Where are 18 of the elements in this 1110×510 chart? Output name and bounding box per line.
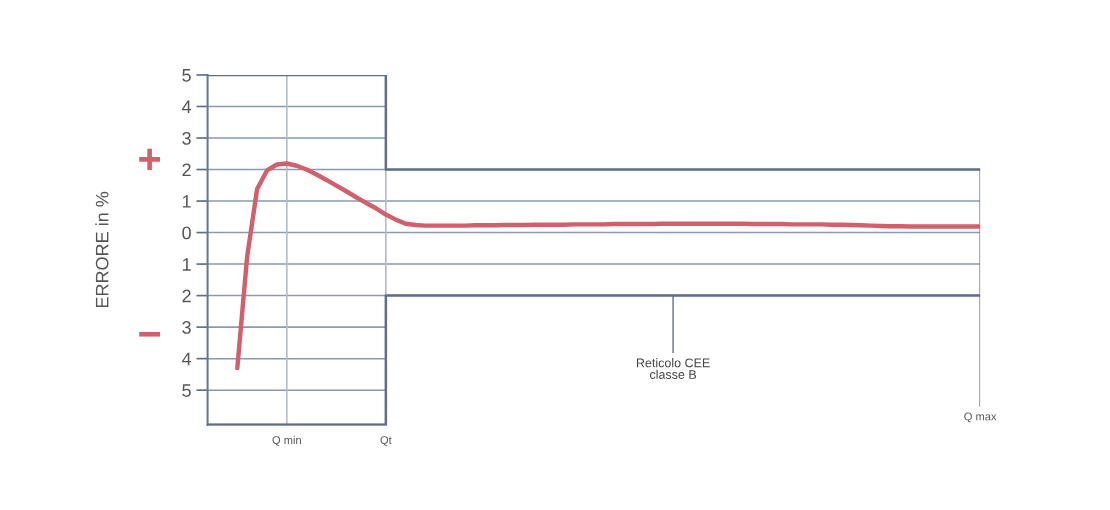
y-tick-label: 3 [182,131,191,145]
y-tick-label: 1 [182,195,191,208]
y-tick-label: 5 [182,384,191,397]
y-tick-label: 0 [182,226,191,240]
x-tick-label: Qt [380,436,392,447]
y-tick-label: 3 [182,321,191,334]
y-axis-title: ERRORE in % [95,191,109,308]
text: − [139,332,161,337]
x-tick-label: Q max [964,412,997,423]
x-tick-label: Q min [272,435,301,447]
y-tick-label: 5 [182,69,191,82]
y-tick-label: 4 [181,100,192,114]
y-tick-label: 2 [182,289,191,303]
y-tick-label: 4 [181,352,192,366]
y-tick-label: 2 [182,163,191,177]
annotation: Reticolo CEE classe B [636,358,710,379]
text: + [139,148,161,170]
y-tick-label: 1 [182,258,191,271]
